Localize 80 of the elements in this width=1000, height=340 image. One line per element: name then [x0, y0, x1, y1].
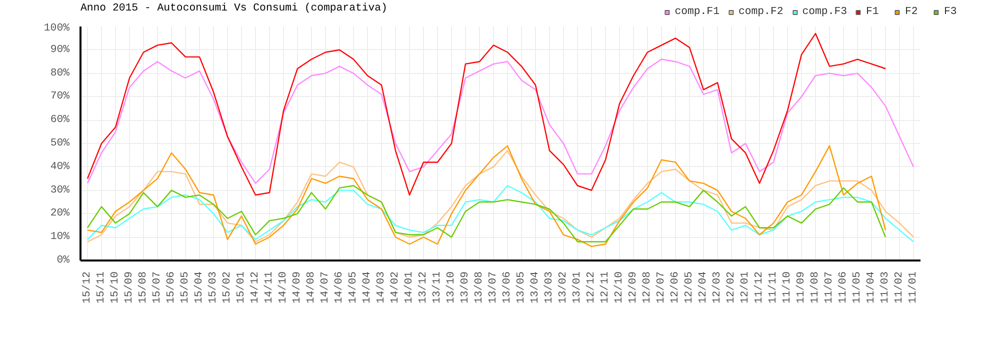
x-tick-label: 12/02: [726, 271, 738, 304]
x-tick-label: 15/11: [96, 271, 108, 304]
y-tick-label: 20%: [50, 208, 70, 220]
x-tick-label: 12/03: [712, 271, 724, 304]
x-tick-label: 11/10: [782, 271, 794, 304]
x-tick-label: 11/05: [852, 271, 864, 304]
y-tick-label: 0%: [56, 254, 70, 266]
x-tick-label: 14/04: [362, 271, 374, 304]
y-tick-label: 70%: [50, 90, 70, 103]
x-tick-label: 14/03: [376, 271, 388, 304]
x-tick-label: 15/07: [152, 271, 164, 304]
legend-label: comp.F2: [738, 6, 784, 18]
x-tick-label: 13/12: [418, 271, 430, 304]
x-tick-label: 14/06: [334, 271, 346, 304]
x-tick-label: 13/02: [558, 271, 570, 304]
x-tick-label: 11/12: [754, 271, 766, 304]
x-tick-label: 11/02: [894, 271, 906, 304]
x-tick-label: 13/01: [572, 271, 584, 304]
x-tick-label: 11/07: [824, 271, 836, 304]
x-tick-label: 15/10: [110, 271, 122, 304]
y-tick-label: 40%: [50, 160, 70, 173]
legend-label: comp.F1: [674, 6, 720, 18]
x-tick-label: 12/12: [586, 271, 598, 304]
x-tick-label: 12/07: [656, 271, 668, 304]
x-tick-label: 14/08: [306, 271, 318, 304]
x-tick-label: 11/11: [768, 271, 780, 304]
y-tick-label: 60%: [50, 114, 70, 126]
x-tick-label: 12/08: [642, 271, 654, 304]
x-tick-label: 11/03: [880, 271, 892, 304]
x-tick-label: 11/04: [866, 271, 878, 304]
chart-title: Anno 2015 - Autoconsumi Vs Consumi (comparativa): [80, 2, 388, 14]
x-tick-label: 13/03: [544, 271, 556, 304]
x-tick-label: 15/05: [180, 271, 192, 304]
x-tick-label: 15/06: [166, 271, 178, 304]
x-tick-label: 12/06: [670, 271, 682, 304]
x-tick-label: 12/05: [684, 271, 696, 304]
x-tick-label: 13/07: [488, 271, 500, 304]
x-tick-label: 15/08: [138, 271, 150, 304]
x-tick-label: 12/09: [628, 271, 640, 304]
y-tick-label: 100%: [44, 22, 70, 34]
x-tick-label: 11/08: [810, 271, 822, 304]
x-tick-label: 11/01: [908, 271, 920, 304]
x-tick-label: 12/01: [740, 271, 752, 304]
x-tick-label: 15/12: [82, 271, 94, 304]
x-tick-label: 14/10: [278, 271, 290, 304]
y-tick-label: 90%: [50, 44, 70, 56]
x-tick-label: 14/11: [264, 271, 276, 304]
x-tick-label: 15/03: [208, 271, 220, 304]
x-tick-label: 13/04: [530, 271, 542, 304]
x-tick-label: 13/11: [432, 271, 444, 304]
x-tick-label: 14/07: [320, 271, 332, 304]
x-tick-label: 13/05: [516, 271, 528, 304]
line-series: [86, 32, 886, 196]
x-tick-label: 11/06: [838, 271, 850, 304]
legend-label: F2: [905, 6, 919, 18]
legend-label: F1: [866, 6, 880, 18]
x-tick-label: 14/02: [390, 271, 402, 304]
y-tick-label: 10%: [50, 231, 70, 244]
legend-label: comp.F3: [802, 6, 847, 18]
x-tick-label: 14/05: [348, 271, 360, 304]
y-tick-label: 30%: [50, 184, 70, 196]
y-tick-label: 80%: [50, 67, 70, 80]
x-tick-label: 14/09: [292, 271, 304, 304]
x-tick-label: 13/10: [446, 271, 458, 304]
x-tick-label: 15/09: [124, 271, 136, 304]
legend-label: F3: [944, 6, 958, 18]
x-tick-label: 15/02: [222, 271, 234, 304]
x-tick-label: 13/09: [460, 271, 472, 304]
x-tick-label: 12/11: [600, 271, 612, 304]
x-tick-label: 12/10: [614, 271, 626, 304]
x-tick-label: 13/06: [502, 271, 514, 304]
x-tick-label: 12/04: [698, 271, 710, 304]
y-tick-label: 50%: [50, 138, 70, 150]
x-tick-label: 15/01: [236, 271, 248, 304]
x-tick-label: 15/04: [194, 271, 206, 304]
x-tick-label: 11/09: [796, 271, 808, 304]
x-tick-label: 13/08: [474, 271, 486, 304]
line-series: [86, 58, 914, 184]
x-tick-label: 14/12: [250, 271, 262, 304]
x-tick-label: 14/01: [404, 271, 416, 304]
